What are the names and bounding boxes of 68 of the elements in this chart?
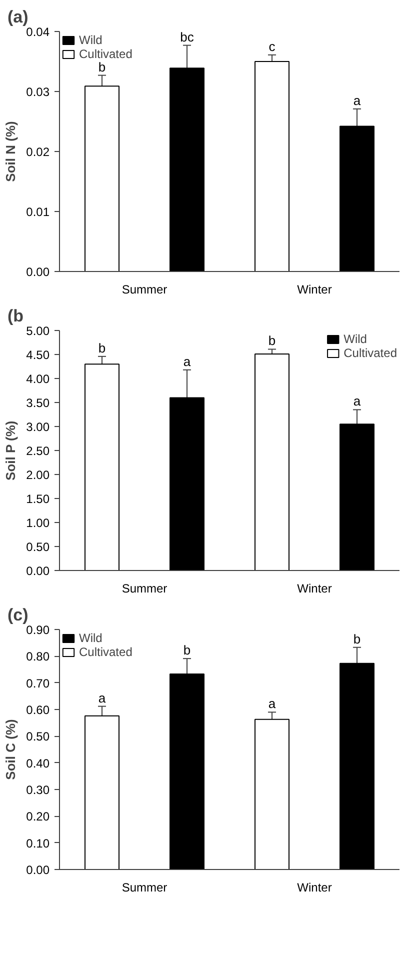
chart-title: (a) — [8, 8, 28, 26]
bar — [340, 424, 374, 570]
y-tick-label: 0.60 — [26, 703, 50, 717]
bar — [170, 397, 204, 570]
y-tick-label: 0.40 — [26, 756, 50, 770]
bar — [84, 364, 120, 570]
x-tick-label: Summer — [122, 582, 168, 596]
bar — [254, 61, 290, 272]
y-tick-label: 4.00 — [26, 372, 50, 386]
bar — [84, 86, 120, 272]
y-tick-label: 0.50 — [26, 730, 50, 744]
annotation: b — [98, 59, 106, 74]
y-axis-title: Soil N (%) — [3, 121, 18, 182]
chart-title: (c) — [8, 606, 28, 624]
y-tick-label: 0.03 — [26, 85, 50, 99]
y-tick-label: 0.00 — [26, 564, 50, 578]
legend-label: Cultivated — [79, 47, 132, 61]
y-tick-label: 3.50 — [26, 396, 50, 410]
y-axis-title: Soil C (%) — [3, 719, 18, 780]
annotation: b — [183, 642, 191, 658]
bar — [340, 126, 374, 272]
x-tick-label: Summer — [122, 282, 168, 296]
annotation: a — [353, 92, 362, 108]
y-tick-label: 2.00 — [26, 468, 50, 482]
y-tick-label: 0.20 — [26, 810, 50, 824]
annotation: a — [98, 690, 106, 706]
x-tick-label: Winter — [297, 282, 332, 296]
y-tick-label: 4.50 — [26, 348, 50, 362]
y-tick-label: 3.00 — [26, 420, 50, 434]
y-tick-label: 0.90 — [26, 623, 50, 637]
bar — [170, 68, 204, 272]
annotation: a — [183, 354, 192, 369]
annotation: b — [98, 340, 106, 356]
bar — [170, 674, 204, 870]
y-tick-label: 1.00 — [26, 516, 50, 530]
y-tick-label: 0.02 — [26, 145, 50, 159]
y-tick-label: 1.50 — [26, 492, 50, 506]
y-tick-label: 2.50 — [26, 444, 50, 458]
annotation: a — [353, 394, 362, 409]
y-tick-label: 5.00 — [26, 324, 50, 338]
y-tick-label: 0.70 — [26, 676, 50, 690]
annotation: a — [268, 696, 276, 712]
y-tick-label: 0.00 — [26, 265, 50, 279]
legend-label: Cultivated — [79, 645, 132, 659]
x-tick-label: Winter — [297, 880, 332, 894]
bar — [84, 715, 120, 870]
y-tick-label: 0.50 — [26, 540, 50, 554]
annotation: bc — [180, 29, 194, 44]
x-tick-label: Winter — [297, 582, 332, 596]
y-tick-label: 0.01 — [26, 205, 50, 219]
x-tick-label: Summer — [122, 880, 168, 894]
bar — [254, 354, 290, 570]
legend-label: Cultivated — [344, 346, 397, 360]
legend-label: Wild — [79, 33, 102, 47]
annotation: b — [353, 631, 361, 646]
y-tick-label: 0.80 — [26, 650, 50, 664]
annotation: c — [268, 38, 276, 54]
legend-label: Wild — [344, 332, 367, 346]
legend-label: Wild — [79, 631, 102, 645]
y-tick-label: 0.30 — [26, 783, 50, 797]
y-tick-label: 0.10 — [26, 836, 50, 850]
y-tick-label: 0.00 — [26, 863, 50, 877]
bar — [340, 662, 374, 870]
y-axis-title: Soil P (%) — [3, 420, 18, 480]
annotation: b — [268, 333, 276, 348]
y-tick-label: 0.04 — [26, 25, 50, 39]
bar — [254, 718, 290, 870]
chart-title: (b — [8, 306, 24, 326]
